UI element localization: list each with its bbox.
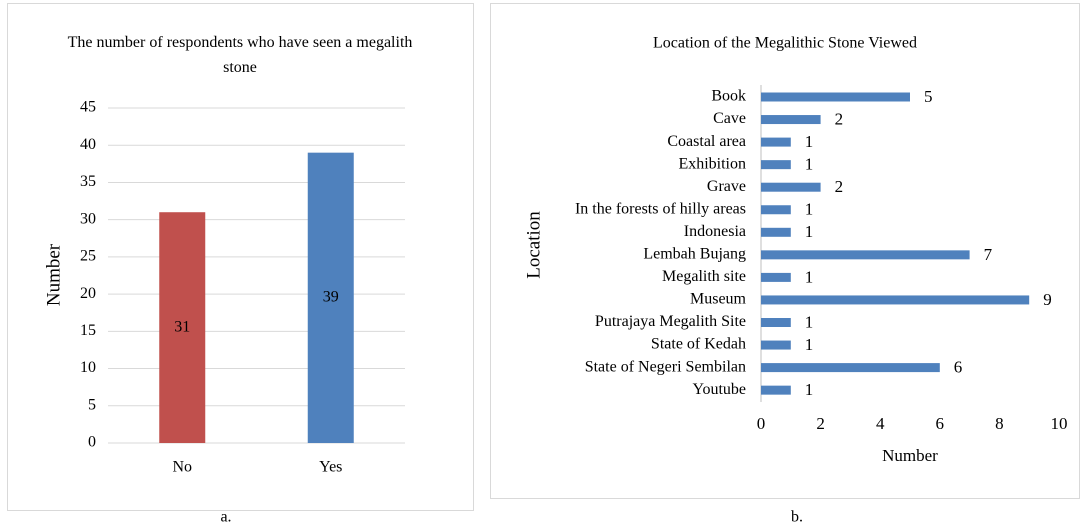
bar [761,385,791,395]
x-tick-label: 8 [995,414,1004,433]
data-label: 2 [835,177,844,196]
y-tick-label: Putrajaya Megalith Site [595,313,746,330]
y-tick-label: 30 [80,210,96,227]
y-tick-label: 10 [80,359,96,376]
bar [761,272,791,282]
bar [307,152,354,443]
data-label: 1 [805,267,814,286]
x-tick-label: No [172,459,192,476]
x-tick-label: 10 [1051,414,1068,433]
bar [761,318,791,327]
y-tick-label: 35 [80,173,96,190]
caption: a. [220,509,231,526]
data-label: 7 [984,245,993,264]
panel-frame [7,3,474,511]
y-tick-label: Coastal area [667,133,746,150]
bar [761,250,970,260]
data-label: 1 [805,155,814,174]
y-tick-label: Grave [707,178,746,195]
data-label: 1 [805,132,814,151]
data-label: 39 [323,289,339,306]
data-label: 1 [805,380,814,399]
chart-title: Location of the Megalithic Stone Viewed [653,35,917,52]
x-tick-label: Yes [319,459,342,476]
bar [761,363,940,373]
chart-title: The number of respondents who have seen … [67,34,413,76]
x-tick-label: 0 [757,414,766,433]
bar [761,205,791,215]
y-tick-label: Exhibition [678,155,746,172]
data-label: 2 [835,109,844,128]
x-axis-label: Number [882,446,938,465]
data-label: 1 [805,312,814,331]
bar [159,212,206,443]
bar [761,160,791,170]
y-tick-label: Indonesia [684,223,746,240]
data-label: 31 [174,318,190,335]
y-tick-label: 40 [80,136,96,153]
y-tick-label: 15 [80,322,96,339]
caption: b. [791,509,803,526]
y-axis-label: Location [523,211,544,279]
data-label: 1 [805,200,814,219]
data-label: 9 [1043,290,1052,309]
y-tick-label: 0 [88,434,96,451]
y-tick-label: State of Kedah [651,336,746,353]
bar [761,92,910,102]
y-tick-label: Cave [713,110,746,127]
y-tick-label: In the forests of hilly areas [575,200,746,217]
y-tick-label: Museum [690,291,747,308]
bar [761,295,1030,305]
y-tick-label: 25 [80,248,96,265]
y-tick-label: Megalith site [662,268,746,285]
bar [761,137,791,147]
y-tick-label: 5 [88,396,96,413]
data-label: 1 [805,335,814,354]
y-tick-label: Book [711,88,746,105]
bar [761,182,821,192]
y-tick-label: 20 [80,285,96,302]
panel-frame [490,3,1080,499]
bar [761,115,821,125]
y-tick-label: Youtube [693,381,747,398]
y-tick-label: 45 [80,99,96,116]
y-axis-label: Number [43,243,64,306]
bar [761,227,791,237]
bar [761,340,791,350]
y-tick-label: Lembah Bujang [643,246,746,263]
x-tick-label: 4 [876,414,885,433]
x-tick-label: 6 [936,414,945,433]
data-label: 1 [805,222,814,241]
data-label: 5 [924,87,933,106]
x-tick-label: 2 [816,414,825,433]
data-label: 6 [954,358,963,377]
y-tick-label: State of Negeri Sembilan [585,358,746,375]
